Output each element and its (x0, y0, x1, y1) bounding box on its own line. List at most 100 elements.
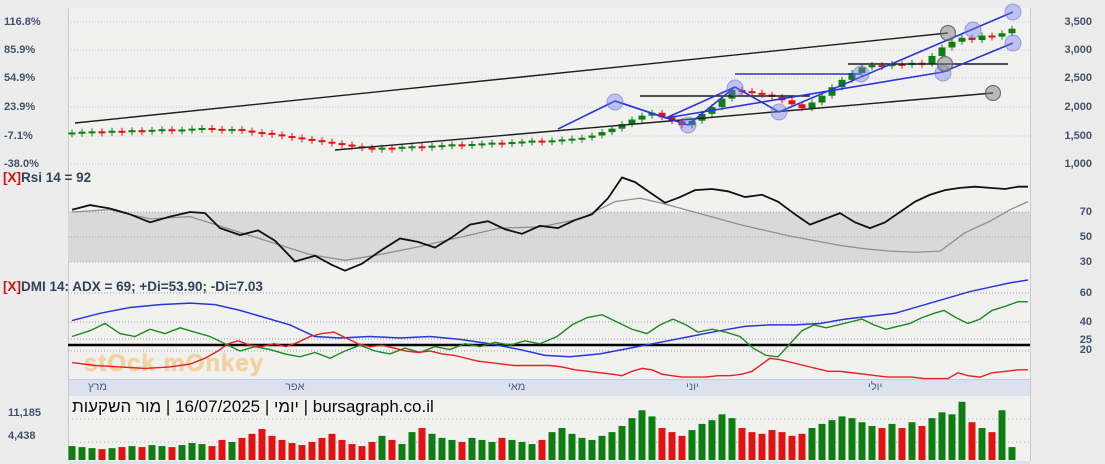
blue-handle-circle (726, 79, 744, 97)
candle-body (938, 47, 946, 56)
candle-body (598, 132, 606, 136)
volume-bar (838, 416, 846, 460)
volume-bar (798, 433, 806, 460)
volume-bar (938, 412, 946, 460)
volume-bar (108, 448, 116, 460)
volume-bar (778, 432, 786, 460)
candle-body (798, 104, 806, 109)
candle-body (448, 144, 456, 147)
blue-handle-circle (679, 116, 697, 134)
candle-body (498, 142, 506, 145)
price-axis-label: 3,500 (1064, 16, 1092, 28)
candle-body (378, 147, 386, 150)
rsi-axis-label: 30 (1079, 256, 1092, 268)
volume-bar (1008, 447, 1016, 460)
candle-body (788, 100, 796, 105)
plot-right-border (1030, 8, 1031, 461)
candle-body (538, 140, 546, 143)
candle-body (758, 92, 766, 95)
volume-bar (738, 428, 746, 460)
black-trendline (74, 32, 949, 124)
volume-bar (188, 443, 196, 460)
percent-axis-label: 116.8% (4, 16, 41, 28)
volume-bar (628, 418, 636, 460)
volume-bar (748, 432, 756, 460)
candle-body (868, 65, 876, 68)
candle-body (118, 130, 126, 133)
volume-bar (328, 433, 336, 460)
volume-bar (758, 433, 766, 460)
candle-body (338, 143, 346, 146)
volume-bar (348, 444, 356, 460)
price-axis-label: 3,000 (1064, 44, 1092, 56)
black-trendline (334, 92, 994, 151)
candle-body (948, 41, 956, 48)
volume-bar (268, 435, 276, 460)
watermark: stOck mOnkey (84, 350, 265, 377)
rsi-label-text: Rsi 14 = 92 (21, 170, 92, 185)
volume-bar (248, 433, 256, 460)
volume-bar (878, 428, 886, 460)
volume-bar (478, 439, 486, 460)
candle-body (478, 143, 486, 146)
volume-bar (718, 414, 726, 460)
volume-bar (898, 428, 906, 460)
candle-body (1008, 28, 1016, 34)
candle-body (228, 129, 236, 132)
candle-body (828, 87, 836, 96)
candle-body (138, 130, 146, 133)
volume-bar (808, 428, 816, 460)
candle-body (818, 95, 826, 103)
volume-bar (408, 432, 416, 460)
volume-bar (178, 445, 186, 460)
month-label: יולי (868, 381, 883, 393)
blue-trendline (614, 86, 736, 126)
bottom-strip (69, 461, 1030, 464)
rsi-axis-label: 50 (1079, 231, 1092, 243)
volume-bar (98, 449, 106, 460)
volume-bar (398, 444, 406, 460)
candle-body (888, 63, 896, 67)
candle-body (608, 128, 616, 133)
dmi-axis-label: 25 (1079, 334, 1092, 346)
volume-bar (948, 414, 956, 460)
candle-body (108, 130, 116, 133)
candle-body (208, 127, 216, 130)
candle-body (198, 127, 206, 130)
candle-body (348, 144, 356, 147)
volume-bar (608, 432, 616, 460)
volume-bar (498, 437, 506, 460)
candle-body (398, 146, 406, 149)
candle-body (98, 131, 106, 134)
volume-bar (68, 446, 76, 460)
volume-bar (908, 422, 916, 460)
candle-body (968, 37, 976, 41)
candle-body (468, 144, 476, 147)
candle-body (588, 135, 596, 138)
candle-body (808, 102, 816, 109)
volume-bar (658, 428, 666, 460)
blue-handle-circle (852, 65, 870, 83)
volume-bar (448, 439, 456, 460)
candle-body (698, 113, 706, 121)
candle-body (688, 120, 696, 126)
x-axis-strip (69, 379, 1030, 396)
candle-body (298, 137, 306, 140)
volume-bar (668, 432, 676, 460)
volume-bar (978, 428, 986, 460)
rsi-close-button[interactable]: [X] (3, 170, 21, 185)
gray-handle-circle (939, 24, 957, 42)
volume-bar (198, 444, 206, 460)
volume-bar (788, 435, 796, 460)
volume-bar (298, 445, 306, 460)
percent-axis-label: 85.9% (4, 44, 36, 56)
volume-bar (128, 446, 136, 460)
candle-body (148, 129, 156, 132)
candle-body (388, 147, 396, 150)
volume-bar (438, 437, 446, 460)
price-axis-label: 1,500 (1064, 130, 1092, 142)
candle-body (928, 55, 936, 64)
dmi-close-button[interactable]: [X] (3, 279, 21, 294)
volume-bar (288, 443, 296, 460)
